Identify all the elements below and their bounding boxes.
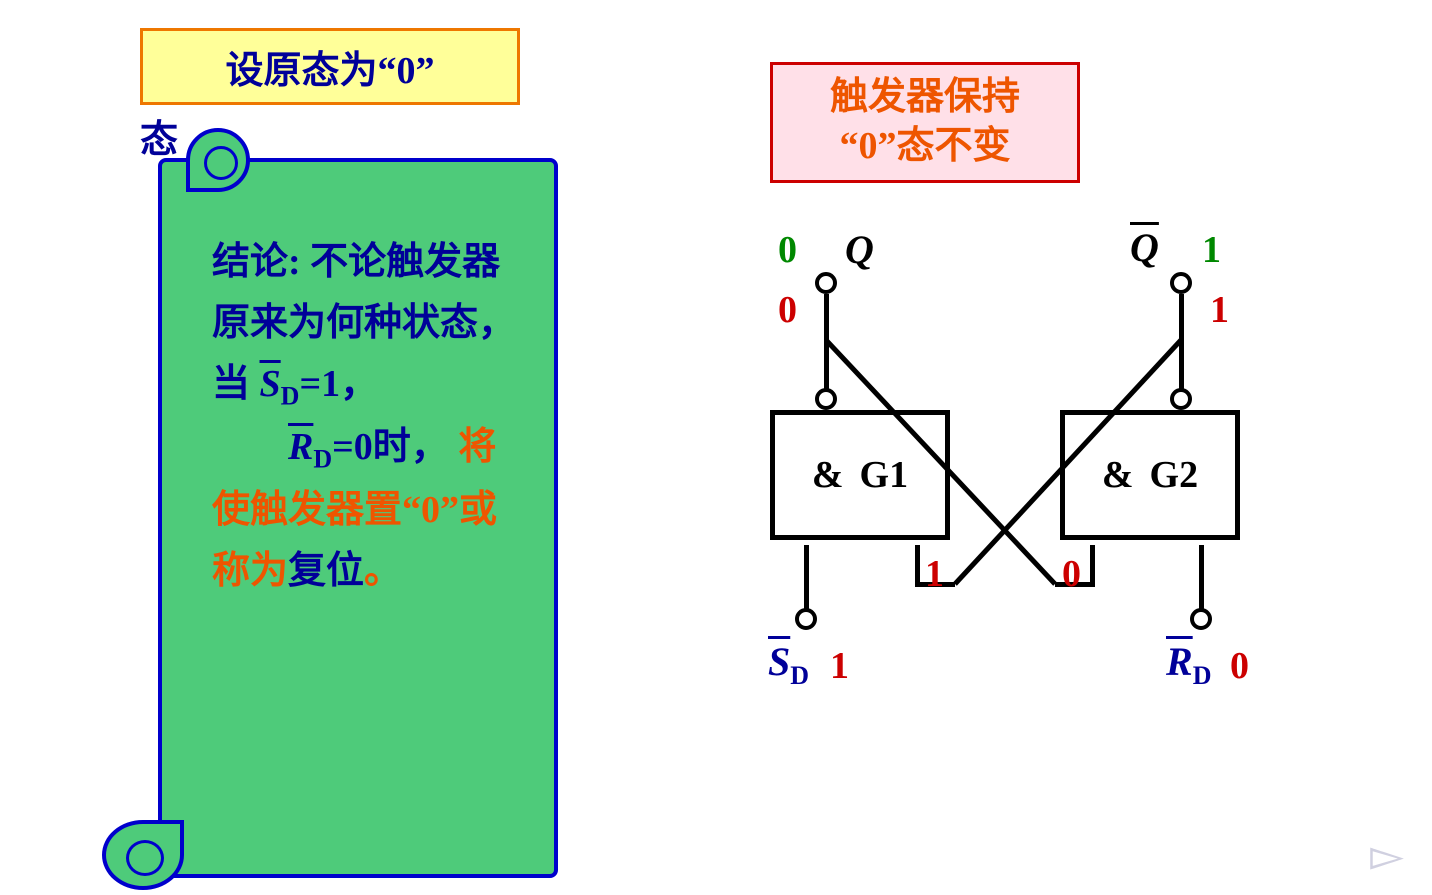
conclusion-end: 。 [364,550,402,592]
conclusion-reset: 复位 [288,550,364,592]
rd-label: RD [1166,638,1211,691]
q-val-red: 0 [778,288,797,332]
scroll-ornament-bottom [102,820,184,890]
title-text: 设原态为“0” [225,50,434,92]
rs-latch-diagram: & G1 & G2 Q Q 0 0 1 1 1 0 SD 1 [730,220,1330,740]
rd-symbol: R [288,426,313,468]
cross-val-left: 1 [925,552,944,596]
q-val-green: 0 [778,228,797,272]
cross-val-right: 0 [1062,552,1081,596]
rd-sub: D [313,444,332,473]
eq1: =1， [299,363,378,405]
conclusion-text: 结论: 不论触发器原来为何种状态，当 SD=1， 空空RD=0时， 将使触发器置… [212,232,530,602]
next-page-hint-icon: ▻ [1370,830,1404,881]
title2-line1: 触发器保持 [793,73,1057,122]
title-box-hold-state: 触发器保持 “0”态不变 [770,62,1080,183]
sd-val: 1 [830,644,849,688]
title-box-initial-state: 设原态为“0” [140,28,520,105]
title2-line2: “0”态不变 [793,122,1057,171]
rd-val: 0 [1230,644,1249,688]
title-overflow: 态 [140,108,178,163]
sd-symbol: S [260,363,281,405]
sd-label: SD [768,638,809,691]
qbar-val-green: 1 [1202,228,1221,272]
qbar-val-red: 1 [1210,288,1229,332]
qbar-label: Q [1130,224,1159,271]
scroll-ornament-top [186,128,250,192]
eq0: =0时， [332,426,449,468]
conclusion-scroll: 结论: 不论触发器原来为何种状态，当 SD=1， 空空RD=0时， 将使触发器置… [158,158,558,878]
sd-sub: D [281,381,300,410]
q-label: Q [845,226,874,273]
